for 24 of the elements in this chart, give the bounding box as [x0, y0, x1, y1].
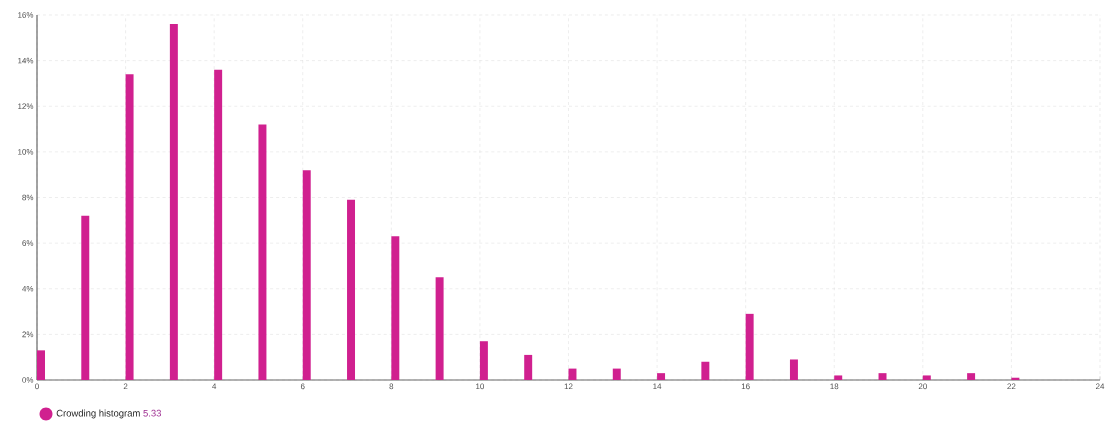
bar: [922, 375, 931, 380]
bar: [657, 373, 666, 380]
bar: [347, 199, 356, 380]
bar: [125, 74, 134, 380]
bar: [524, 354, 533, 380]
bar: [258, 124, 267, 380]
bar: [169, 24, 178, 380]
legend-label: Crowding histogram: [56, 409, 140, 419]
bar: [568, 368, 577, 380]
bar: [479, 341, 488, 380]
bar: [81, 215, 90, 380]
bar: [967, 373, 976, 380]
bar: [701, 361, 710, 380]
bar: [37, 350, 45, 380]
bar: [878, 373, 887, 380]
bar: [391, 236, 400, 380]
bar: [435, 277, 444, 380]
bar: [834, 375, 843, 380]
bar: [745, 313, 754, 380]
bar: [789, 359, 798, 380]
bar: [302, 170, 311, 380]
bar: [612, 368, 621, 380]
text: 5.33: [143, 409, 161, 417]
bar: [214, 69, 223, 380]
